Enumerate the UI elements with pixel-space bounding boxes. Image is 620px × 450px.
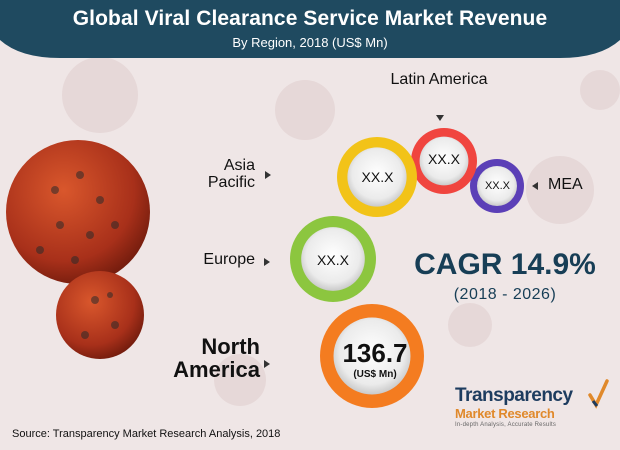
header-shape [0,0,620,58]
cagr-value: CAGR 14.9% [414,248,596,281]
source-note: Source: Transparency Market Research Ana… [12,428,281,440]
header-banner: Global Viral Clearance Service Market Re… [0,0,620,58]
brand-sub: Market Research [455,406,555,421]
pointer-arrow-icon [265,171,271,179]
bubble-europe-inner [301,227,365,291]
pointer-arrow-icon [532,182,538,190]
pointer-arrow-icon [264,360,270,368]
brand-tagline: In-depth Analysis, Accurate Results [455,422,557,428]
brand-mark-icon [588,379,609,409]
cagr-period: (2018 - 2026) [453,286,557,303]
bubble-latin-america-inner [419,136,469,186]
pointer-arrow-icon [436,115,444,121]
virus-illustration [6,140,150,359]
region-label-europe: Europe [203,251,255,268]
brand-name: Transparency [455,385,573,406]
region-label-asia-pacific: Asia Pacific [207,157,255,191]
bubble-north-america-inner [333,317,411,395]
value-label-north-america: 136.7 [342,338,408,368]
value-unit-north-america: (US$ Mn) [353,369,397,380]
bubble-mea-inner [477,166,517,206]
region-label-north-america: North America [173,334,260,383]
bubble-asia-pacific-inner [347,147,407,207]
chart-title: Global Viral Clearance Service Market Re… [72,7,548,30]
value-label-europe: XX.X [317,252,349,268]
value-label-asia-pacific: XX.X [361,169,394,185]
value-label-latin-america: XX.X [428,151,460,167]
chart-subtitle: By Region, 2018 (US$ Mn) [232,35,388,50]
region-label-mea: MEA [548,176,583,193]
region-label-latin-america: Latin America [390,71,488,88]
pointer-arrow-icon [264,258,270,266]
value-label-mea: XX.X [484,180,511,192]
